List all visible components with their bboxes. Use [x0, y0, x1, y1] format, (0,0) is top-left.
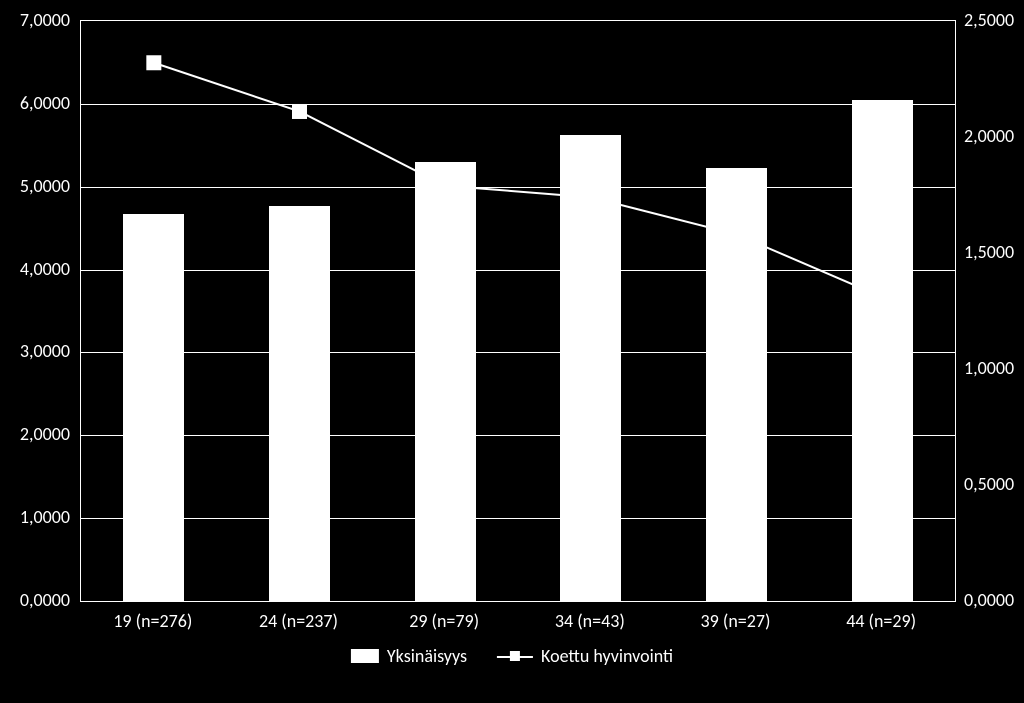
y-left-tick: 6,0000 — [0, 92, 70, 114]
bar-icon — [351, 649, 379, 663]
chart-container: Yksinäisyys Koettu hyvinvointi 0,0000 1,0… — [0, 0, 1024, 703]
y-left-tick: 5,0000 — [0, 175, 70, 197]
y-right-tick: 0,0000 — [964, 589, 1014, 611]
y-left-tick: 3,0000 — [0, 340, 70, 362]
line-marker-icon — [497, 649, 533, 663]
line-series — [81, 21, 955, 601]
square-marker-icon — [147, 56, 161, 70]
y-left-tick: 7,0000 — [0, 9, 70, 31]
y-left-tick: 4,0000 — [0, 258, 70, 280]
x-tick: 19 (n=276) — [113, 610, 192, 632]
x-tick: 24 (n=237) — [259, 610, 338, 632]
legend-label-line: Koettu hyvinvointi — [541, 645, 673, 667]
y-left-tick: 1,0000 — [0, 506, 70, 528]
y-left-tick: 0,0000 — [0, 589, 70, 611]
x-tick: 44 (n=29) — [846, 610, 916, 632]
plot-area — [80, 20, 956, 602]
legend-item-bar: Yksinäisyys — [351, 645, 467, 667]
x-tick: 29 (n=79) — [409, 610, 479, 632]
y-right-tick: 2,5000 — [964, 9, 1014, 31]
y-left-tick: 2,0000 — [0, 423, 70, 445]
legend-label-bar: Yksinäisyys — [387, 645, 467, 667]
y-right-tick: 1,0000 — [964, 357, 1014, 379]
x-tick: 34 (n=43) — [555, 610, 625, 632]
y-right-tick: 1,5000 — [964, 241, 1014, 263]
y-right-tick: 0,5000 — [964, 473, 1014, 495]
y-right-tick: 2,0000 — [964, 125, 1014, 147]
square-marker-icon — [293, 104, 307, 118]
x-tick: 39 (n=27) — [701, 610, 771, 632]
legend-item-line: Koettu hyvinvointi — [497, 645, 673, 667]
series-line — [154, 63, 882, 297]
legend: Yksinäisyys Koettu hyvinvointi — [351, 645, 673, 667]
